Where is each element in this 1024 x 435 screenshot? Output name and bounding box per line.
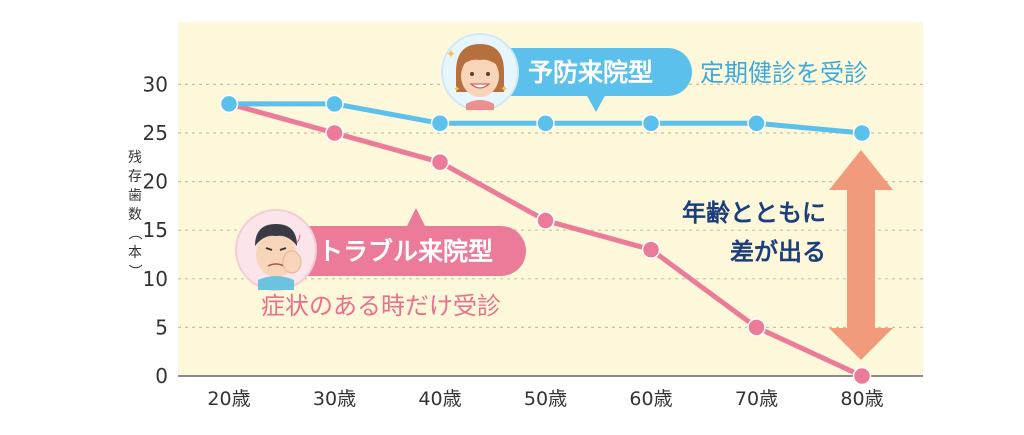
y-tick-label: 30 [143, 72, 168, 96]
trouble-note: 症状のある時だけ受診 [261, 292, 501, 320]
y-axis-label-char: 数 [128, 207, 142, 223]
svg-text:✦: ✦ [446, 47, 456, 61]
series-1-point-6 [852, 366, 872, 386]
svg-text:✦: ✦ [453, 85, 461, 95]
series-0-point-0 [219, 94, 239, 114]
y-axis-label-char: ） [126, 264, 142, 278]
series-points [219, 94, 872, 386]
y-tick-label: 5 [155, 315, 168, 339]
x-tick-label: 70歳 [735, 388, 778, 410]
x-tick-label: 40歳 [418, 388, 461, 410]
series-0-point-6 [852, 123, 872, 143]
svg-text:ﾉ: ﾉ [296, 232, 302, 245]
trouble-bubble-label: トラブル来院型 [318, 237, 493, 266]
svg-text:✦: ✦ [500, 84, 508, 95]
y-axis-label-char: 本 [128, 245, 142, 261]
x-tick-label: 60歳 [629, 388, 672, 410]
x-tick-label: 50歳 [524, 388, 567, 410]
series-0-point-3 [536, 114, 555, 133]
prevention-bubble: 予防来院型 [470, 48, 692, 112]
x-tick-label: 30歳 [313, 388, 356, 410]
y-axis-label-char: 残 [128, 150, 142, 166]
difference-text-line1: 年齢とともに [682, 199, 826, 227]
x-tick-label: 80歳 [840, 388, 883, 410]
trouble-bubble: トラブル来院型 [276, 208, 526, 276]
y-axis-label-char: 存 [128, 169, 142, 185]
series-1-point-2 [430, 152, 450, 172]
woman-face-icon: ✦ ✦ ✦ [441, 33, 519, 111]
prevention-note: 定期健診を受診 [700, 59, 868, 87]
y-tick-label: 25 [143, 121, 168, 145]
y-tick-label: 10 [143, 267, 168, 291]
series-0-point-1 [325, 94, 344, 114]
y-tick-label: 15 [143, 218, 168, 242]
y-tick-label: 20 [143, 170, 168, 194]
series-0-point-4 [641, 114, 661, 133]
series-0-point-5 [747, 114, 766, 133]
series-0-point-2 [430, 114, 450, 133]
y-ticks: 0 5 10 15 20 25 30 [143, 72, 168, 388]
x-ticks: 20歳 30歳 40歳 50歳 60歳 70歳 80歳 [207, 388, 883, 410]
difference-text-line2: 差が出る [730, 238, 826, 266]
man-toothache-icon: ﾉ [235, 209, 317, 291]
prevention-bubble-label: 予防来院型 [528, 58, 653, 87]
y-axis-label-char: 歯 [128, 188, 142, 204]
x-tick-label: 20歳 [207, 388, 250, 410]
series-1-point-5 [747, 318, 766, 337]
series-1-point-3 [536, 211, 555, 230]
difference-arrow [829, 150, 893, 360]
y-tick-label: 0 [155, 364, 168, 388]
series-1-point-4 [641, 240, 661, 259]
series-1-point-1 [325, 123, 344, 143]
y-axis-label-char: （ [126, 226, 142, 240]
